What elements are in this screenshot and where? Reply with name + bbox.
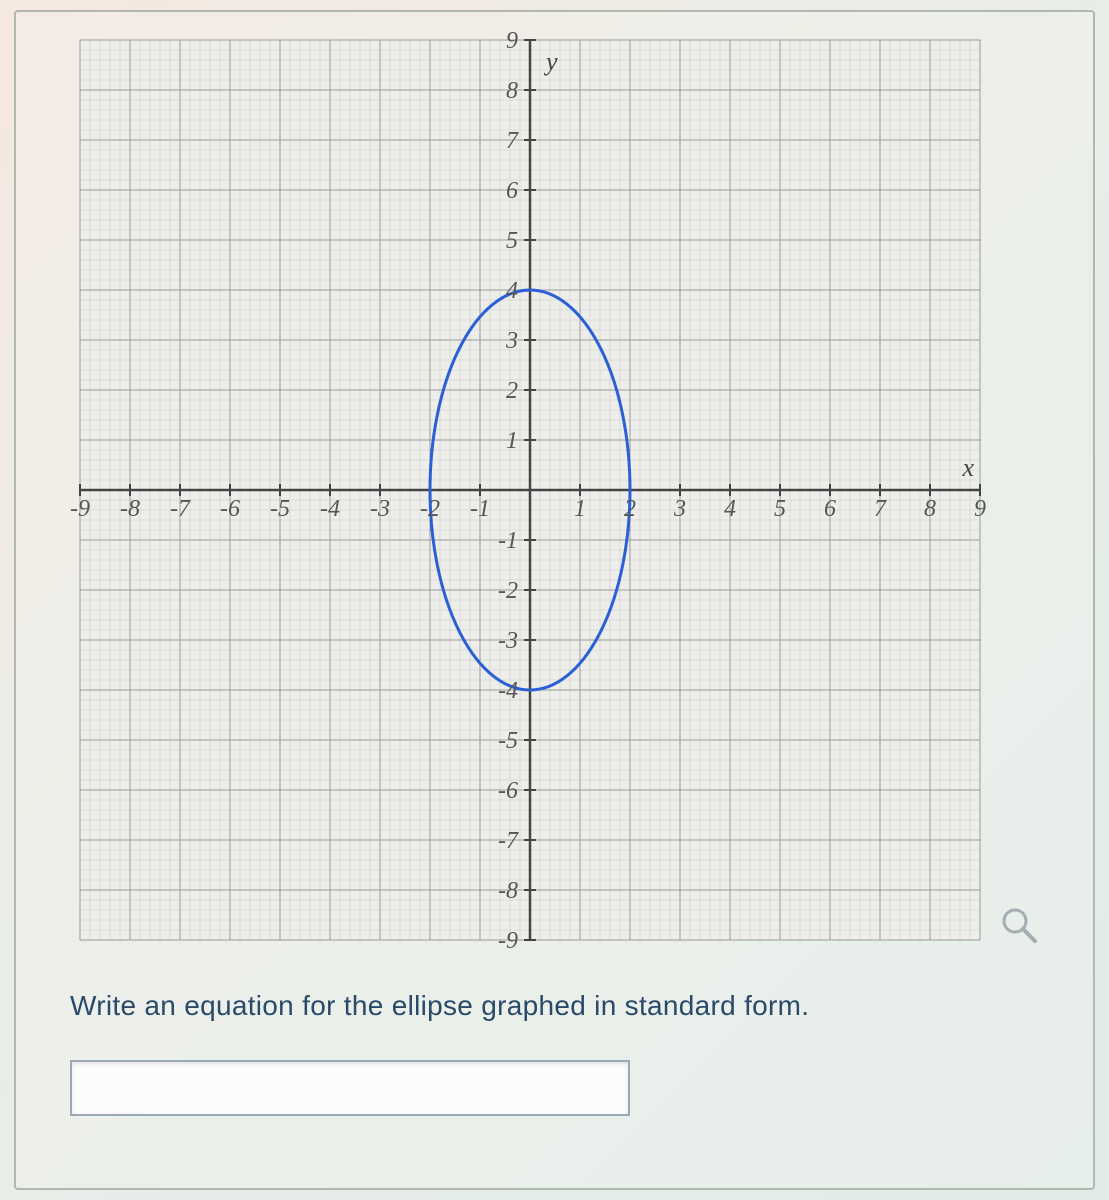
svg-text:-7: -7 <box>498 828 519 854</box>
svg-text:1: 1 <box>574 496 586 522</box>
coordinate-graph: -9 -8 -7 -6 -5 -4 -3 -2 -1 1 2 3 4 5 6 7 8 9 -9 -8 -7 -6 -5 -4 -… <box>70 30 990 950</box>
svg-text:-9: -9 <box>70 496 90 522</box>
svg-text:-4: -4 <box>320 496 340 522</box>
svg-text:6: 6 <box>824 496 836 522</box>
svg-text:-6: -6 <box>498 778 518 804</box>
svg-text:y: y <box>543 47 558 76</box>
svg-text:-3: -3 <box>498 628 518 654</box>
svg-text:-9: -9 <box>498 928 518 950</box>
svg-text:7: 7 <box>506 128 519 154</box>
svg-text:x: x <box>961 453 974 482</box>
svg-text:-2: -2 <box>498 578 518 604</box>
graph-svg: -9 -8 -7 -6 -5 -4 -3 -2 -1 1 2 3 4 5 6 7 8 9 -9 -8 -7 -6 -5 -4 -… <box>70 30 990 950</box>
svg-text:9: 9 <box>974 496 986 522</box>
magnifier-icon[interactable] <box>999 905 1039 945</box>
svg-text:-2: -2 <box>420 496 440 522</box>
svg-text:4: 4 <box>724 496 736 522</box>
svg-text:-7: -7 <box>170 496 191 522</box>
svg-text:-3: -3 <box>370 496 390 522</box>
question-prompt: Write an equation for the ellipse graphe… <box>70 990 1050 1022</box>
svg-text:-6: -6 <box>220 496 240 522</box>
svg-text:3: 3 <box>505 328 518 354</box>
svg-text:8: 8 <box>506 78 518 104</box>
svg-text:-8: -8 <box>498 878 518 904</box>
svg-text:4: 4 <box>506 278 518 304</box>
svg-text:8: 8 <box>924 496 936 522</box>
svg-text:-1: -1 <box>498 528 518 554</box>
svg-text:5: 5 <box>506 228 518 254</box>
svg-text:9: 9 <box>506 30 518 54</box>
svg-text:6: 6 <box>506 178 518 204</box>
svg-text:7: 7 <box>874 496 887 522</box>
svg-text:-4: -4 <box>498 678 518 704</box>
svg-text:2: 2 <box>624 496 636 522</box>
svg-text:-8: -8 <box>120 496 140 522</box>
svg-text:3: 3 <box>673 496 686 522</box>
svg-text:-1: -1 <box>470 496 490 522</box>
answer-input[interactable] <box>70 1060 630 1116</box>
svg-text:2: 2 <box>506 378 518 404</box>
svg-text:5: 5 <box>774 496 786 522</box>
svg-text:-5: -5 <box>498 728 518 754</box>
svg-text:1: 1 <box>506 428 518 454</box>
svg-text:-5: -5 <box>270 496 290 522</box>
